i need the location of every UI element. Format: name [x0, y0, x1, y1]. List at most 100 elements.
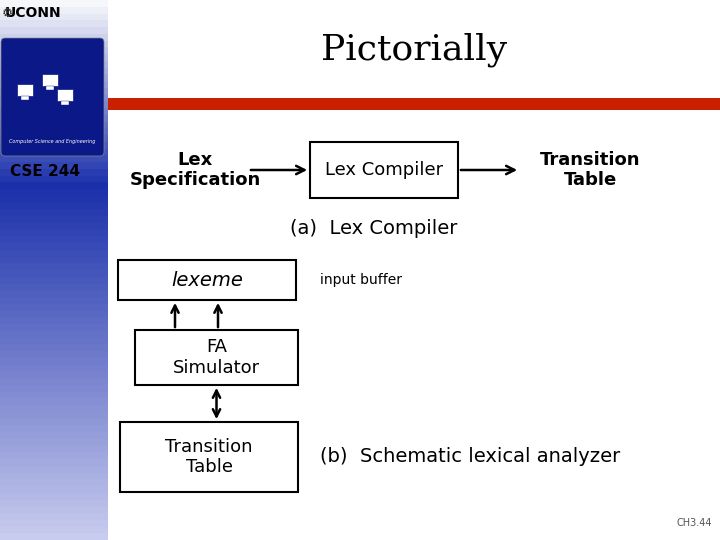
- Bar: [0, 181, 108, 189]
- Text: Computer Science and Engineering: Computer Science and Engineering: [9, 139, 95, 144]
- Text: Transition
Table: Transition Table: [540, 151, 640, 190]
- Bar: [0, 417, 108, 426]
- Bar: [0, 100, 108, 108]
- Bar: [0, 289, 108, 297]
- Bar: [0, 384, 108, 392]
- Bar: [0, 93, 108, 102]
- Bar: [0, 485, 108, 492]
- Bar: [0, 46, 108, 54]
- Bar: [135, 330, 298, 385]
- Bar: [0, 269, 108, 276]
- Bar: [0, 228, 108, 237]
- Bar: [0, 451, 108, 459]
- Bar: [0, 53, 108, 60]
- Bar: [0, 66, 108, 74]
- Bar: [46, 86, 54, 90]
- Bar: [0, 498, 108, 507]
- Bar: [0, 147, 108, 156]
- Bar: [0, 465, 108, 472]
- Bar: [0, 19, 108, 27]
- Bar: [0, 525, 108, 534]
- Text: Lex
Specification: Lex Specification: [130, 151, 261, 190]
- Bar: [0, 303, 108, 310]
- Bar: [0, 323, 108, 330]
- Bar: [42, 74, 58, 86]
- Bar: [0, 235, 108, 243]
- Bar: [0, 505, 108, 513]
- Bar: [0, 208, 108, 216]
- Bar: [0, 168, 108, 176]
- Bar: [0, 390, 108, 399]
- Bar: [0, 80, 108, 87]
- Bar: [0, 350, 108, 357]
- Bar: [0, 255, 108, 263]
- Bar: [0, 444, 108, 453]
- Bar: [0, 276, 108, 284]
- Bar: [0, 316, 108, 324]
- Bar: [0, 161, 108, 168]
- Bar: [0, 33, 108, 40]
- Bar: [0, 249, 108, 256]
- Bar: [21, 96, 29, 100]
- Bar: [0, 411, 108, 418]
- Bar: [0, 282, 108, 291]
- Text: UCONN: UCONN: [5, 6, 62, 20]
- Bar: [0, 336, 108, 345]
- Bar: [0, 404, 108, 411]
- Bar: [0, 370, 108, 378]
- Bar: [0, 458, 108, 465]
- Text: (a)  Lex Compiler: (a) Lex Compiler: [290, 219, 457, 238]
- Bar: [0, 120, 108, 128]
- Bar: [61, 101, 69, 105]
- Bar: [0, 471, 108, 480]
- Bar: [0, 141, 108, 148]
- Bar: [0, 519, 108, 526]
- Bar: [0, 330, 108, 338]
- Bar: [0, 296, 108, 303]
- Bar: [0, 6, 108, 14]
- Bar: [0, 478, 108, 486]
- Bar: [0, 0, 108, 6]
- Bar: [0, 188, 108, 195]
- Bar: [17, 84, 33, 96]
- Bar: [0, 363, 108, 372]
- Bar: [108, 98, 720, 110]
- Bar: [0, 222, 108, 230]
- Bar: [310, 142, 458, 198]
- Bar: [0, 262, 108, 270]
- Bar: [120, 422, 298, 492]
- Bar: [0, 242, 108, 249]
- Text: CSE 244: CSE 244: [10, 165, 80, 179]
- Bar: [0, 512, 108, 519]
- Text: FA
Simulator: FA Simulator: [173, 338, 260, 377]
- Bar: [0, 154, 108, 162]
- Text: Pictorially: Pictorially: [321, 33, 507, 68]
- Bar: [0, 195, 108, 202]
- Bar: [0, 114, 108, 122]
- Bar: [0, 532, 108, 540]
- Bar: [0, 39, 108, 47]
- Bar: [0, 127, 108, 135]
- Text: CH3.44: CH3.44: [677, 518, 712, 528]
- Text: (b)  Schematic lexical analyzer: (b) Schematic lexical analyzer: [320, 448, 620, 467]
- Bar: [0, 87, 108, 94]
- Bar: [0, 60, 108, 68]
- Bar: [0, 174, 108, 183]
- Bar: [0, 431, 108, 438]
- Bar: [57, 89, 73, 101]
- Bar: [0, 215, 108, 222]
- FancyBboxPatch shape: [1, 38, 104, 156]
- Bar: [0, 438, 108, 446]
- Bar: [0, 12, 108, 20]
- Text: ⚙: ⚙: [2, 6, 13, 19]
- Bar: [0, 424, 108, 432]
- Bar: [0, 357, 108, 364]
- Text: Transition
Table: Transition Table: [166, 437, 253, 476]
- Bar: [0, 309, 108, 317]
- Bar: [0, 26, 108, 33]
- Bar: [0, 397, 108, 405]
- Text: Lex Compiler: Lex Compiler: [325, 161, 443, 179]
- Bar: [0, 107, 108, 115]
- Bar: [0, 201, 108, 209]
- Bar: [118, 260, 296, 300]
